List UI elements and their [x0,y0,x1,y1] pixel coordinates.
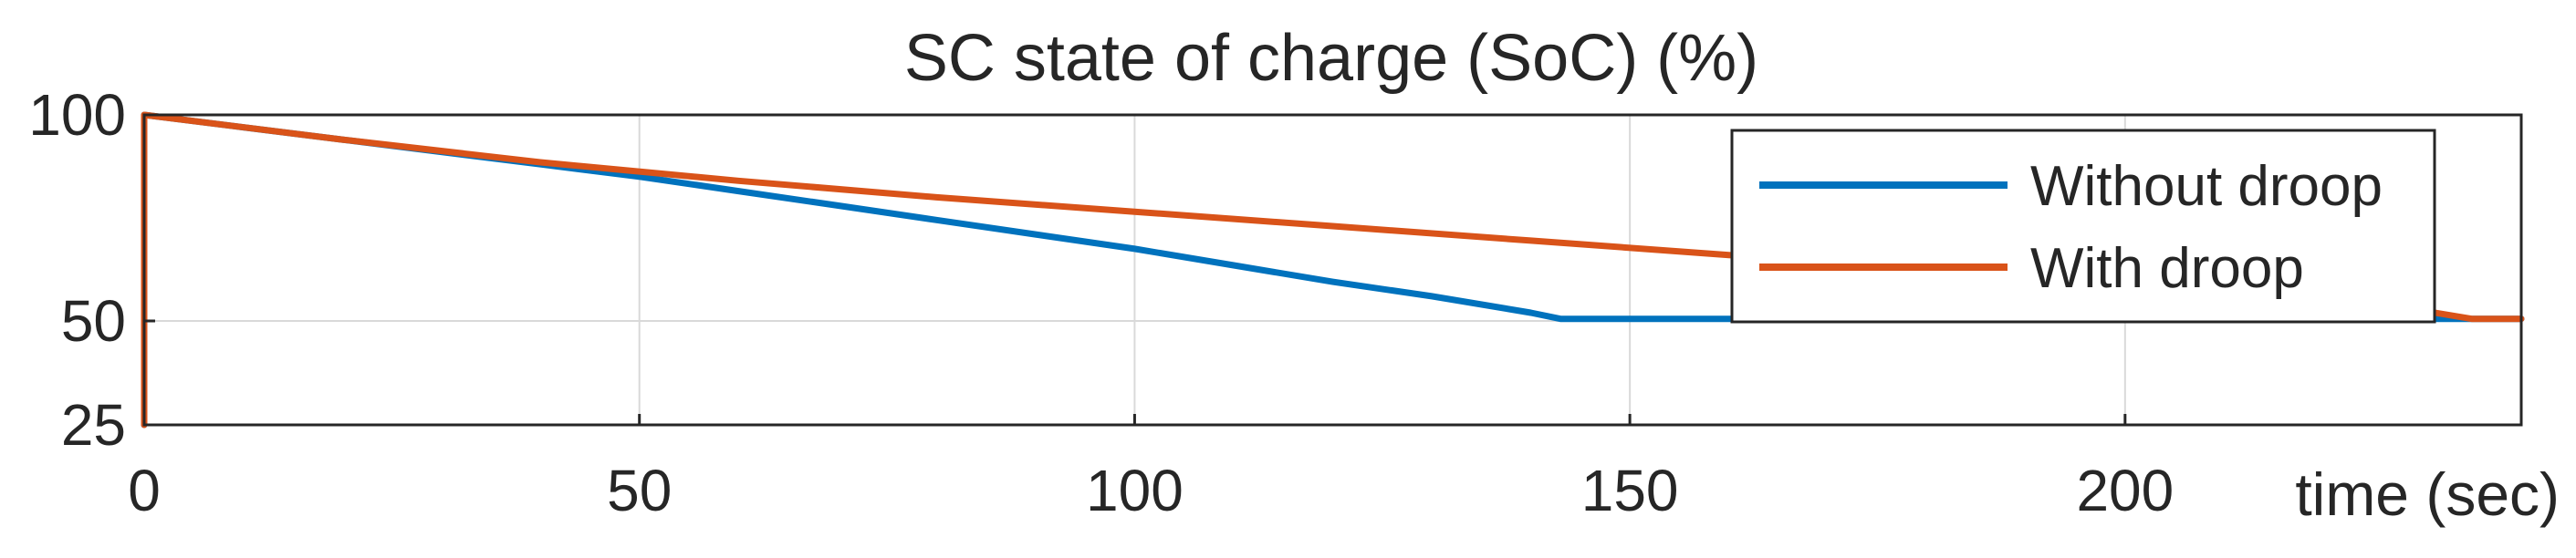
x-axis-label: time (sec) [2295,460,2560,528]
legend-label-with-droop: With droop [2030,237,2304,300]
x-tick-label: 50 [607,458,672,523]
y-tick-label: 50 [61,288,126,354]
x-tick-label: 100 [1086,458,1184,523]
x-tick-label: 150 [1581,458,1679,523]
y-tick-label: 25 [61,392,126,458]
y-tick-label: 100 [28,82,126,148]
y-ticks: 25 50 100 [28,82,155,458]
legend-label-without-droop: Without droop [2030,155,2383,218]
legend-box [1730,129,2436,324]
x-tick-label: 0 [128,458,161,523]
x-ticks: 0 50 100 150 200 [128,414,2174,523]
chart-title: SC state of charge (SoC) (%) [904,22,1758,95]
plot-frame [142,113,2523,427]
x-tick-label: 200 [2076,458,2174,523]
legend: Without droop With droop [1730,129,2436,324]
